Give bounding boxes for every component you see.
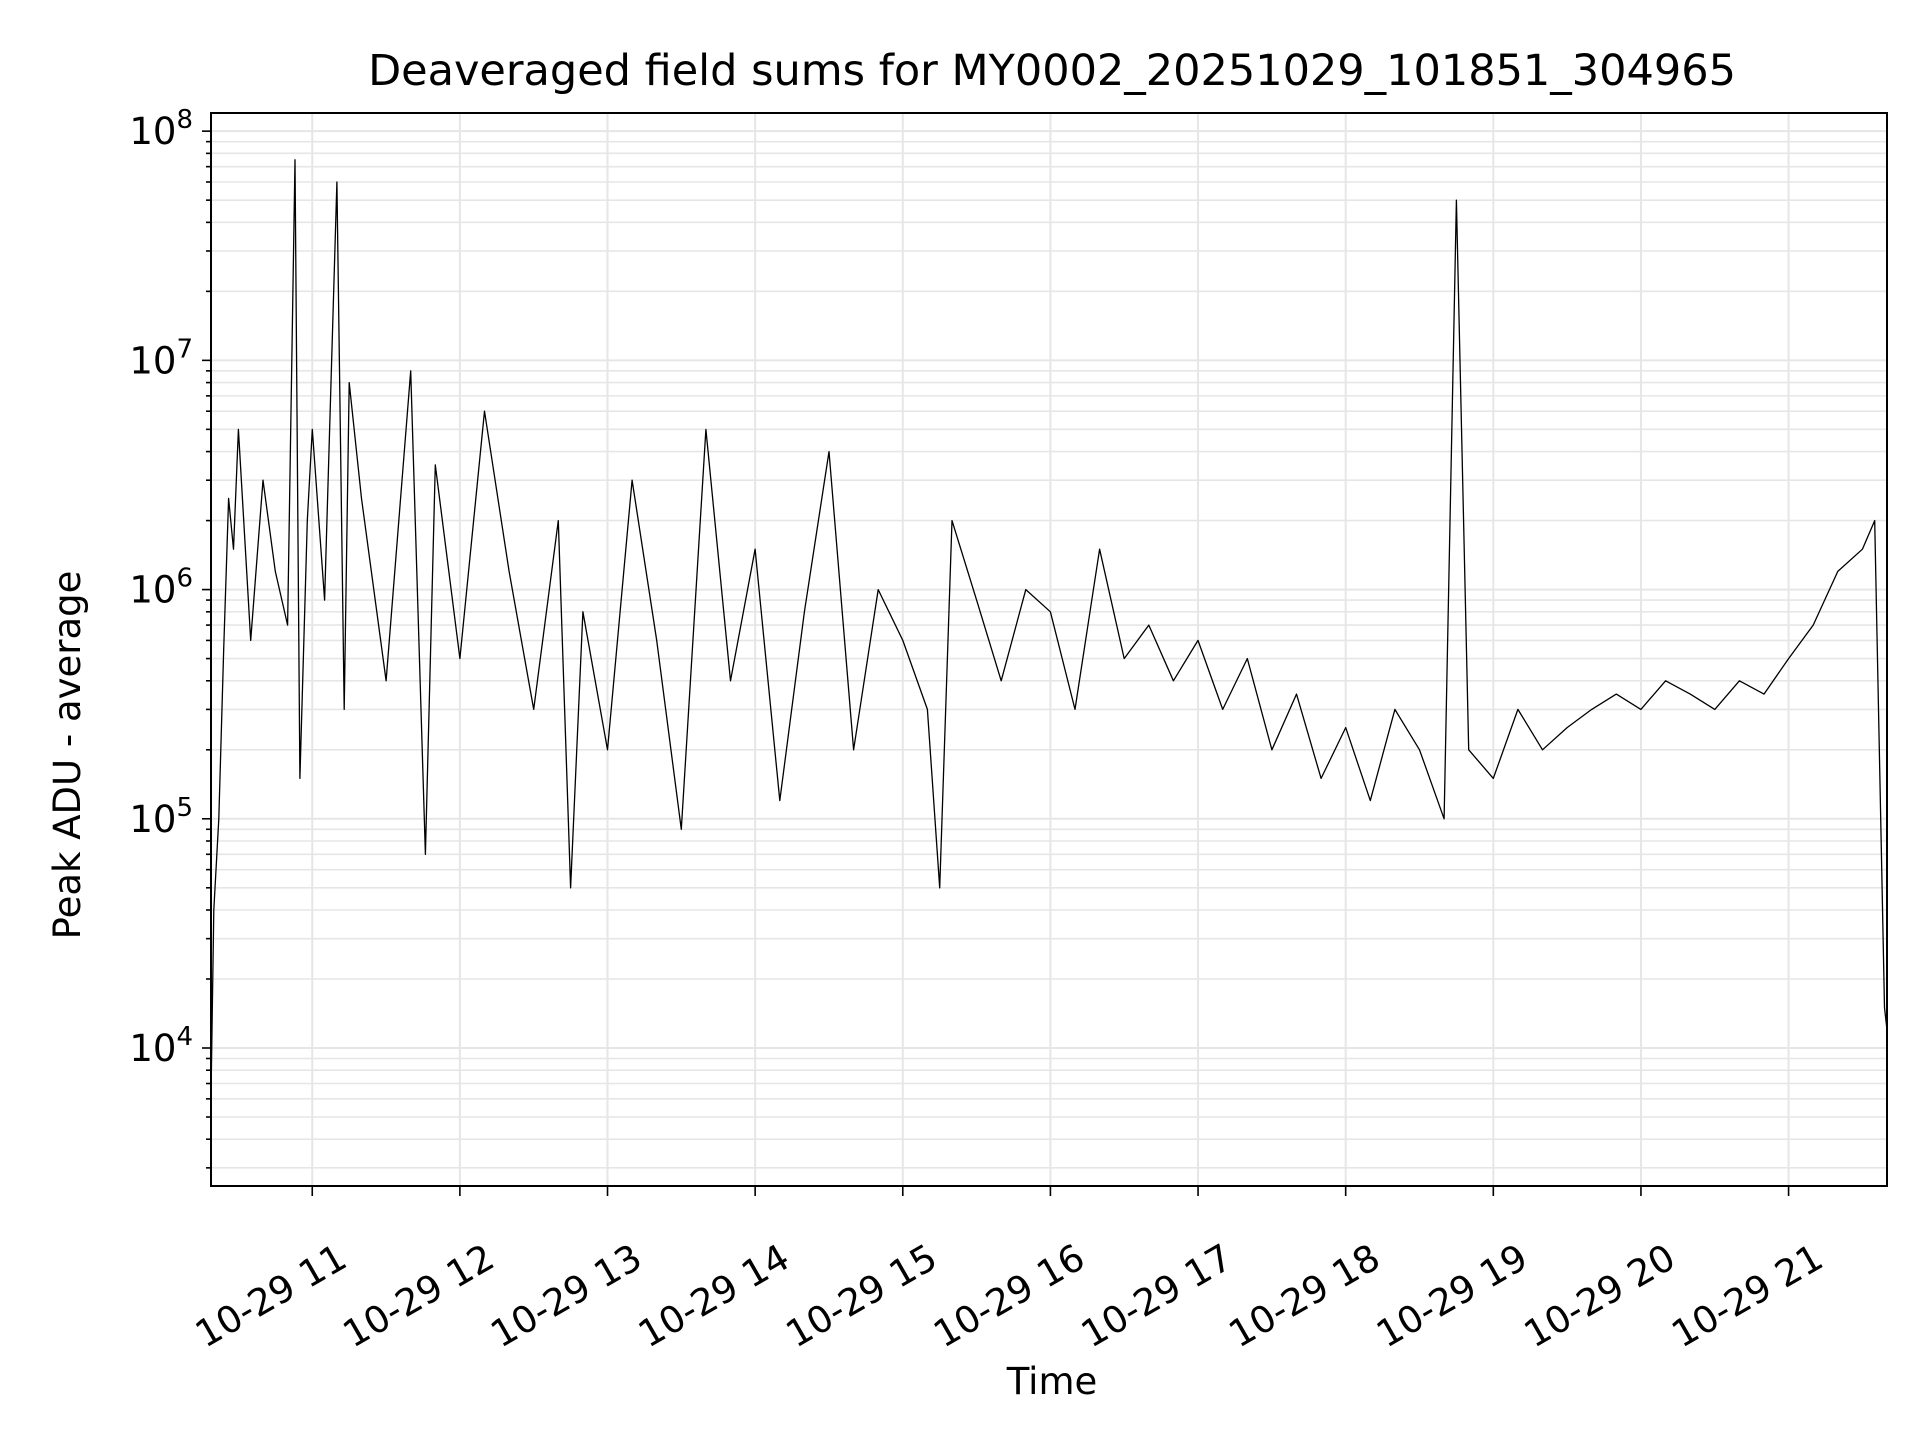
- y-tick-label: 104: [129, 1022, 193, 1070]
- plot-frame: [210, 112, 1888, 1187]
- y-tick-label: 105: [129, 793, 193, 841]
- series-group: [210, 159, 1888, 1071]
- x-axis-label: Time: [1006, 1360, 1098, 1403]
- y-tick-label: 106: [129, 564, 193, 612]
- series-line: [210, 159, 1888, 1071]
- y-tick-label: 108: [129, 105, 193, 153]
- y-tick-label: 107: [129, 334, 193, 382]
- grid: [211, 113, 1887, 1186]
- y-axis-label: Peak ADU - average: [46, 571, 89, 940]
- chart-title: Deaveraged field sums for MY0002_2025102…: [368, 46, 1736, 96]
